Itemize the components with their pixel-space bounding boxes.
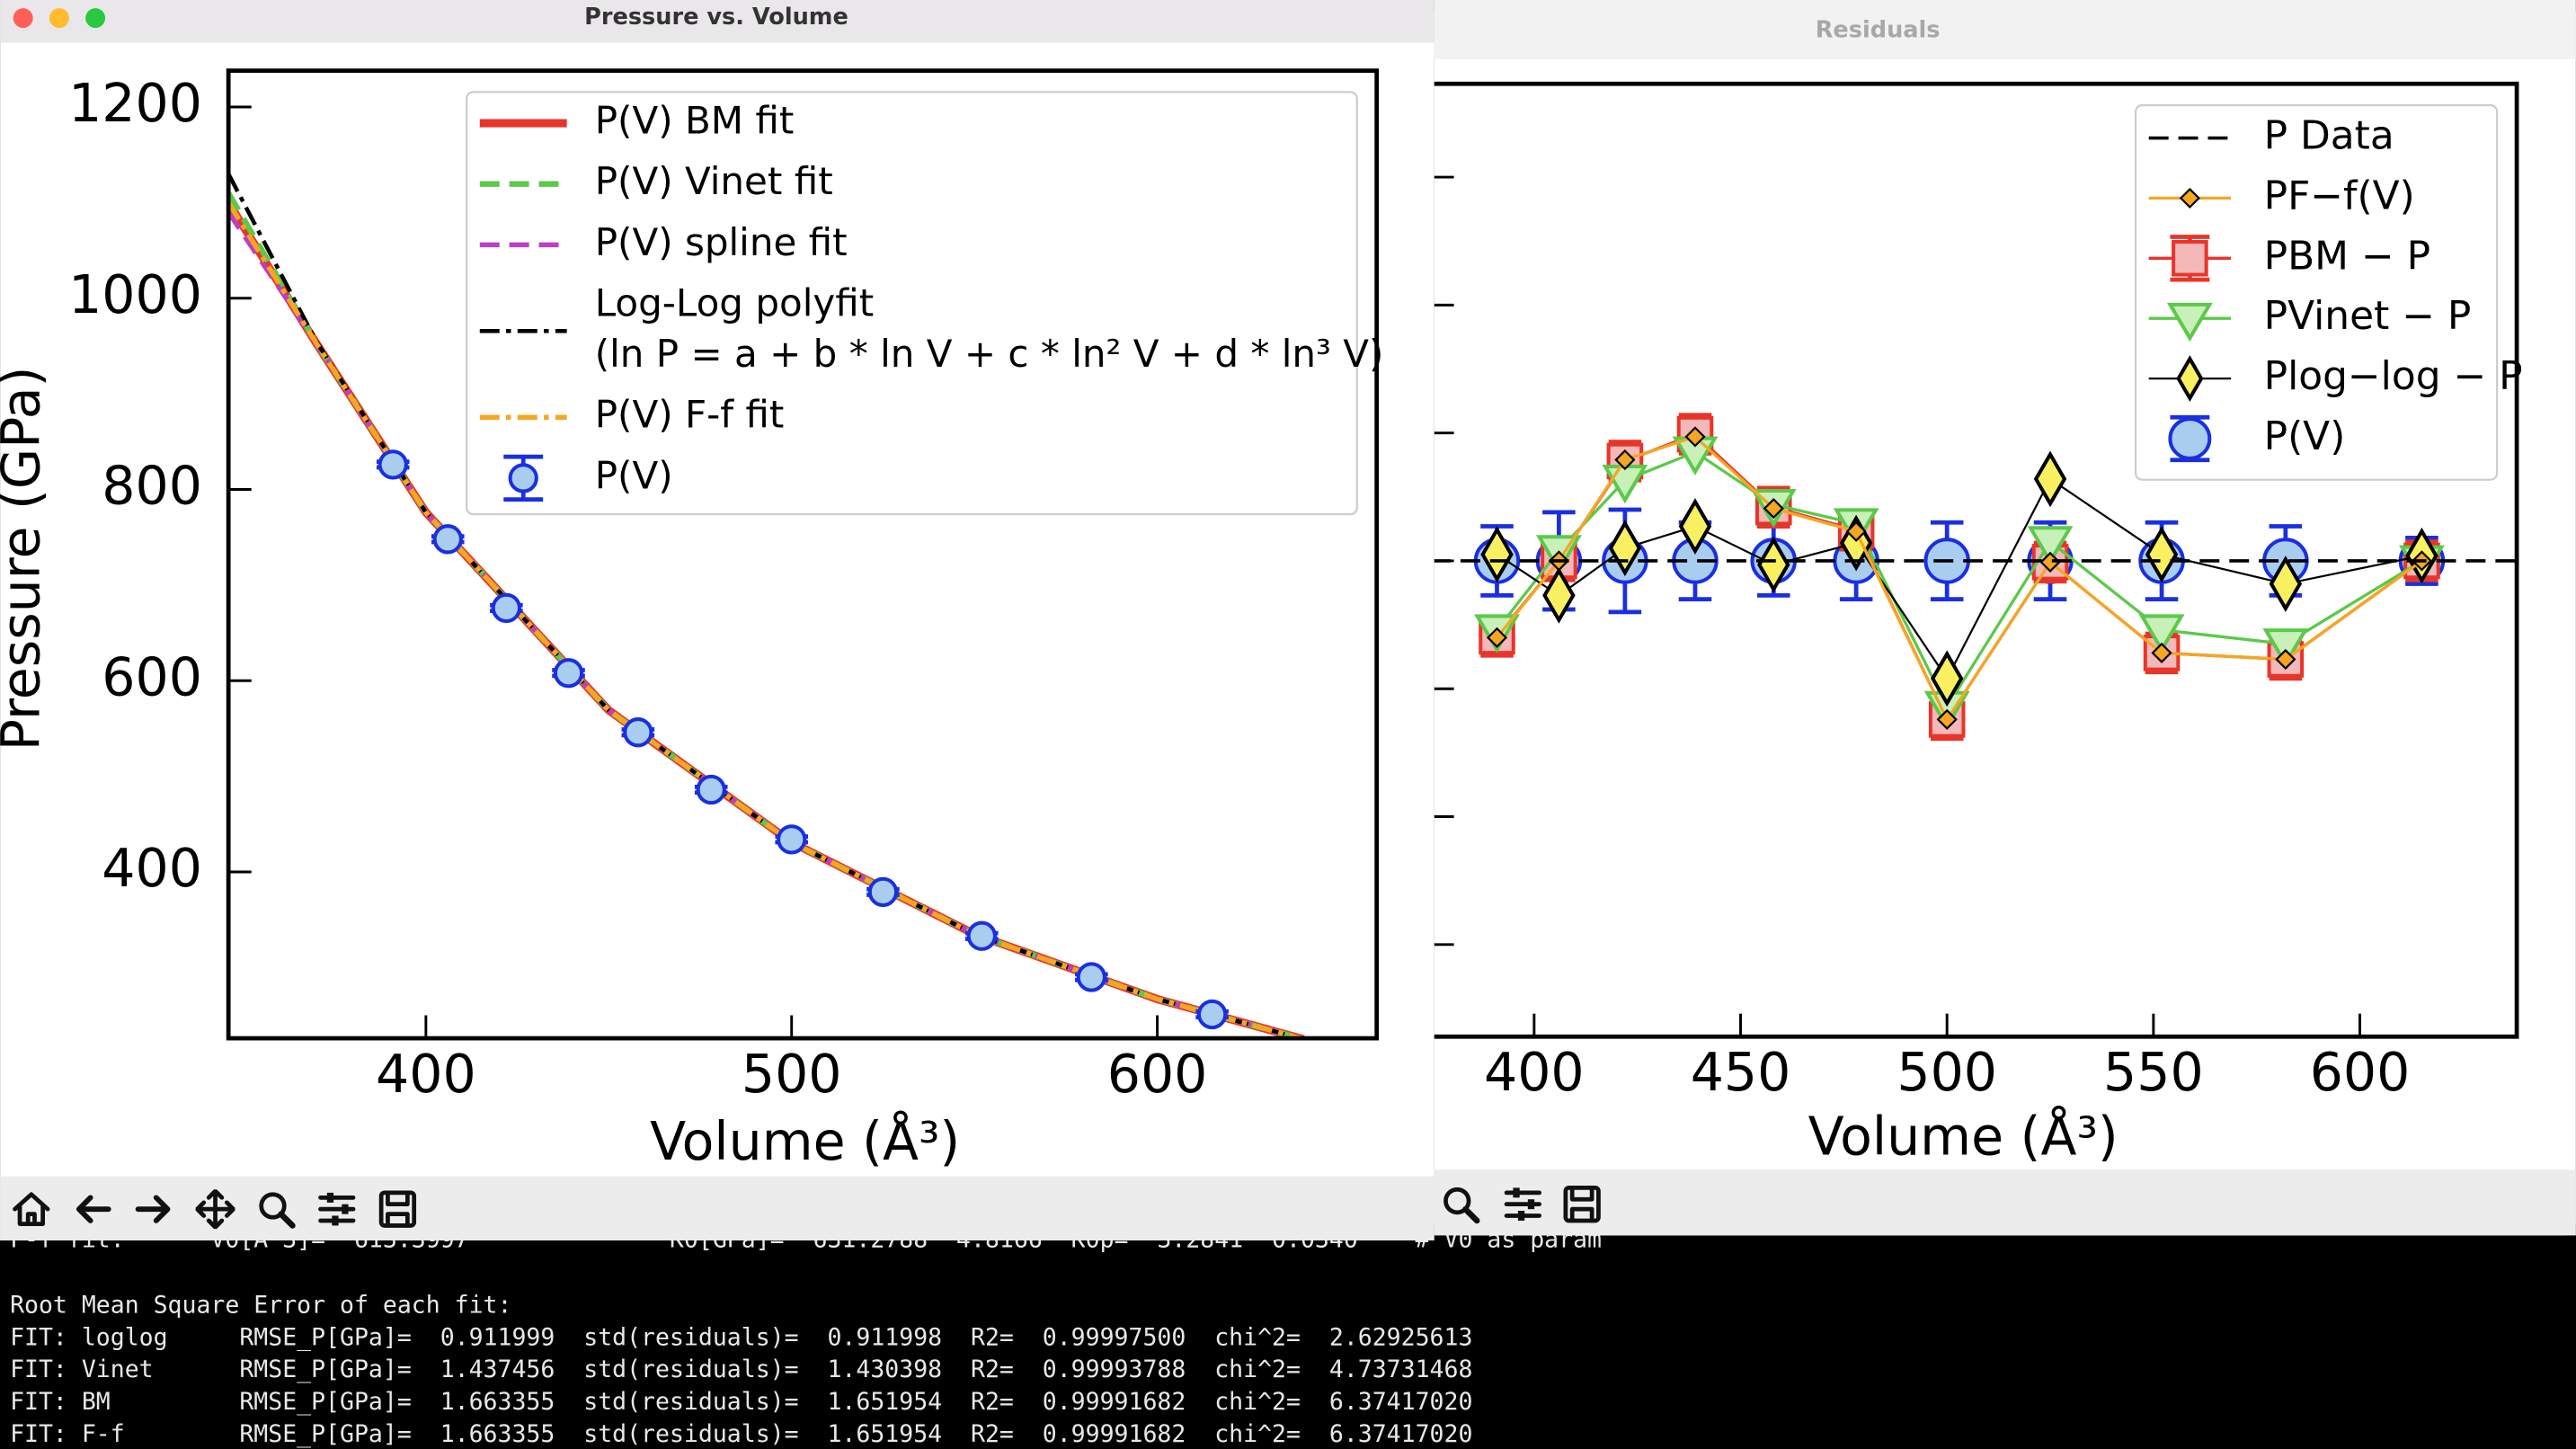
data-area (228, 173, 1305, 1039)
data-point (553, 658, 584, 689)
x-axis-label: Volume (Å³) (650, 1110, 960, 1172)
data-point (867, 876, 899, 907)
toolbar (1434, 1169, 2576, 1236)
data-point (1845, 520, 1867, 542)
legend-marker (508, 463, 538, 493)
x-tick-label: 500 (1896, 1042, 1997, 1103)
data-point (378, 449, 408, 480)
legend-marker (2179, 187, 2200, 209)
x-tick-label: 500 (742, 1044, 842, 1105)
terminal-line: FIT: BM RMSE_P[GPa]= 1.663355 std(residu… (10, 1388, 1472, 1416)
legend-label: P(V) (595, 453, 673, 497)
x-tick-label: 600 (2310, 1042, 2411, 1103)
legend-label: P Data (2264, 113, 2394, 159)
data-area (1431, 413, 2518, 742)
y-tick-label: 1000 (68, 264, 202, 325)
data-point (1480, 526, 1514, 583)
legend-label: P(V) (2264, 413, 2346, 459)
zoom-window-button[interactable] (85, 8, 106, 29)
residuals-window: Residuals 400450500550600-3-2-10123Volum… (1352, 0, 2576, 1236)
plot-frame (226, 68, 1380, 1041)
data-point (966, 920, 997, 951)
plot: 400 500 600 400 600 800 1000 1200 Volume (Å³) Pre… (0, 68, 1384, 1172)
x-tick-label: 450 (1691, 1042, 1791, 1103)
legend-label: P(V) Vinet fit (595, 159, 833, 203)
legend-label: PVinet − P (2264, 293, 2472, 339)
y-tick-label: 400 (102, 838, 202, 899)
x-tick-label: 600 (1107, 1044, 1208, 1105)
data-point (2269, 556, 2303, 612)
terminal-line: FIT: Vinet RMSE_P[GPa]= 1.437456 std(res… (10, 1356, 1472, 1383)
y-tick-label: 1200 (68, 73, 202, 134)
data-point (1763, 498, 1784, 520)
legend-label: PF−f(V) (2264, 173, 2415, 218)
configure-button[interactable] (1506, 1187, 1540, 1221)
legend-label: Log-Log polyfit (595, 280, 874, 324)
data-point (1678, 498, 1712, 555)
legend-label: P(V) spline fit (595, 220, 848, 264)
data-point (1486, 627, 1508, 648)
legend-marker (2168, 417, 2212, 460)
y-axis-label: Pressure (GPa) (0, 367, 52, 751)
data-point (2138, 614, 2185, 653)
data-point (1542, 566, 1576, 624)
data-point (2275, 648, 2296, 671)
x-tick-label: 400 (376, 1044, 476, 1105)
data-point (2151, 642, 2172, 663)
x-tick-label: 400 (1484, 1042, 1585, 1103)
pressure-window: Pressure vs. Volume 400 500 600 400 600 800 10… (0, 0, 1435, 1240)
data-point (2027, 526, 2074, 565)
close-button[interactable] (13, 8, 33, 29)
data-point (432, 524, 463, 555)
data-point (2145, 526, 2179, 583)
data-point (1936, 708, 1958, 730)
data-point (1076, 962, 1106, 992)
data-point (1930, 650, 1964, 707)
legend-marker (2172, 240, 2208, 277)
data-point (2033, 450, 2067, 508)
legend-marker (2166, 302, 2213, 342)
legend-label: Plog−log − P (2264, 353, 2523, 399)
data-point (2262, 628, 2309, 668)
y-tick-label: 600 (102, 646, 202, 707)
configure-button[interactable] (321, 1193, 354, 1226)
minimize-button[interactable] (49, 8, 69, 29)
y-tick-label: 800 (102, 456, 202, 517)
data-point (1196, 999, 1228, 1030)
data-point (2039, 551, 2061, 573)
data-point (696, 774, 726, 805)
series-line (228, 200, 1305, 1039)
terminal-line: Root Mean Square Error of each fit: (10, 1291, 511, 1319)
legend-marker (2176, 355, 2204, 403)
title-bar (0, 0, 1435, 43)
data-point (1614, 449, 1636, 471)
terminal-line: FIT: loglog RMSE_P[GPa]= 0.911999 std(re… (10, 1323, 1472, 1351)
x-axis-label: Volume (Å³) (1808, 1106, 2119, 1168)
window-title: Pressure vs. Volume (584, 4, 848, 31)
terminal-line: FIT: F-f RMSE_P[GPa]= 1.663355 std(resid… (10, 1420, 1472, 1448)
window-title: Residuals (1816, 17, 1941, 44)
title-bar (1434, 0, 2576, 59)
data-point (491, 592, 522, 624)
data-point (623, 717, 653, 748)
legend-label: PBM − P (2264, 233, 2430, 279)
legend-box (466, 91, 1358, 516)
data-point (1757, 536, 1790, 593)
legend-label: (ln P = a + b * ln V + c * ln² V + d * l… (595, 332, 1384, 376)
data-point (777, 824, 807, 855)
data-point (1684, 426, 1706, 448)
x-tick-label: 550 (2103, 1042, 2204, 1103)
legend-label: P(V) BM fit (595, 99, 795, 143)
legend-label: P(V) F-f fit (595, 393, 785, 437)
toolbar (0, 1176, 1435, 1240)
